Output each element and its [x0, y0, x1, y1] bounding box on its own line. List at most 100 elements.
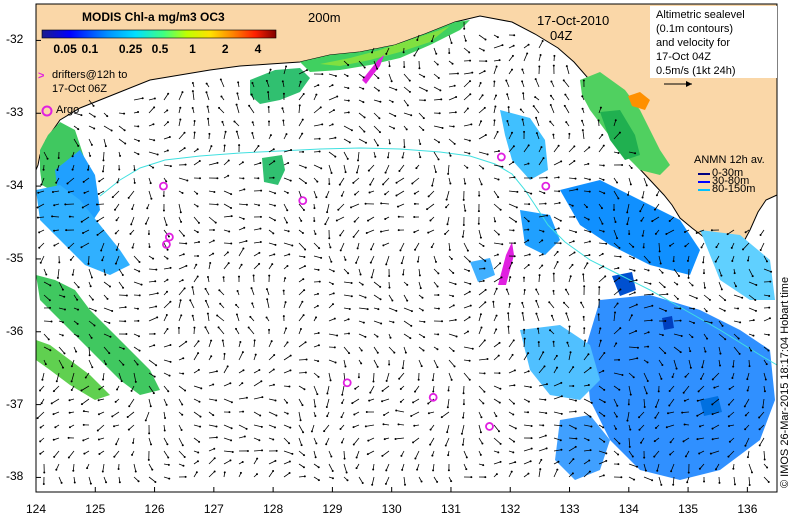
velocity-arrow	[205, 288, 210, 296]
velocity-arrow	[763, 268, 772, 273]
velocity-arrow-head	[347, 111, 350, 114]
velocity-arrow-head	[618, 131, 621, 134]
velocity-arrow-head	[63, 352, 66, 355]
velocity-arrow-head	[754, 309, 757, 312]
velocity-arrow-head	[481, 94, 484, 97]
velocity-arrow-head	[574, 177, 577, 180]
velocity-arrow-head	[191, 81, 194, 84]
velocity-arrow	[563, 80, 570, 88]
velocity-arrow	[373, 112, 380, 119]
velocity-arrow-head	[766, 466, 769, 469]
velocity-arrow-head	[638, 416, 641, 419]
velocity-arrow-head	[413, 54, 416, 57]
velocity-arrow-head	[250, 287, 253, 290]
velocity-arrow-head	[73, 481, 76, 484]
velocity-arrow	[373, 281, 381, 288]
velocity-arrow	[522, 93, 525, 101]
lon-tick-label: 129	[322, 502, 343, 516]
velocity-arrow-head	[744, 231, 747, 234]
velocity-arrow	[102, 164, 105, 172]
velocity-arrow	[508, 146, 515, 153]
velocity-arrow-head	[614, 119, 617, 122]
velocity-arrow	[81, 216, 90, 223]
velocity-arrow-head	[414, 390, 417, 393]
velocity-arrow-head	[267, 105, 270, 108]
velocity-arrow	[343, 151, 349, 160]
velocity-arrow-head	[191, 107, 194, 110]
velocity-arrow	[553, 261, 558, 270]
velocity-arrow-head	[371, 51, 374, 54]
velocity-arrow	[564, 105, 570, 114]
velocity-arrow-head	[419, 143, 422, 146]
velocity-arrow-head	[288, 460, 291, 463]
velocity-arrow	[103, 346, 110, 354]
velocity-arrow	[553, 216, 562, 222]
velocity-arrow-head	[91, 298, 94, 301]
velocity-arrow	[148, 476, 156, 483]
velocity-arrow-head	[167, 235, 170, 238]
velocity-arrow	[103, 151, 105, 161]
velocity-arrow-head	[191, 314, 194, 317]
velocity-arrow	[399, 164, 405, 172]
velocity-arrow	[388, 307, 397, 312]
velocity-arrow	[358, 125, 365, 132]
velocity-arrow	[118, 281, 124, 288]
velocity-arrow	[583, 241, 591, 244]
velocity-arrow-head	[672, 260, 675, 263]
velocity-arrow-head	[68, 215, 71, 218]
velocity-arrow-head	[101, 259, 104, 262]
velocity-arrow-head	[235, 303, 238, 306]
velocity-arrow-head	[759, 233, 762, 236]
velocity-arrow-head	[482, 464, 485, 467]
velocity-arrow	[56, 372, 60, 382]
velocity-arrow-head	[733, 483, 736, 486]
velocity-arrow-head	[542, 230, 545, 233]
velocity-arrow-head	[398, 377, 401, 380]
velocity-arrow	[583, 147, 590, 153]
velocity-arrow-head	[696, 399, 699, 402]
map-time: 04Z	[550, 28, 573, 43]
velocity-arrow-head	[541, 40, 544, 43]
velocity-arrow-head	[110, 129, 113, 132]
velocity-arrow-head	[80, 403, 83, 406]
velocity-arrow	[400, 242, 405, 251]
velocity-arrow	[268, 411, 277, 416]
velocity-arrow-head	[437, 141, 440, 144]
velocity-arrow	[193, 132, 196, 140]
velocity-arrow-head	[452, 304, 455, 307]
velocity-arrow	[350, 203, 360, 208]
velocity-arrow-head	[370, 248, 373, 251]
velocity-arrow	[208, 424, 217, 427]
velocity-arrow-head	[379, 298, 382, 301]
velocity-arrow-head	[138, 261, 141, 264]
velocity-arrow	[148, 359, 157, 366]
velocity-arrow	[385, 463, 390, 471]
credit-text: © IMOS 26-Mar-2015 18:17:04 Hobart time	[779, 276, 791, 488]
velocity-arrow-head	[221, 120, 224, 123]
velocity-arrow-head	[198, 400, 201, 403]
velocity-arrow-head	[197, 254, 200, 257]
velocity-arrow	[673, 333, 682, 337]
velocity-arrow-head	[617, 453, 620, 456]
velocity-arrow-head	[193, 326, 196, 329]
velocity-arrow-head	[272, 176, 275, 179]
velocity-arrow	[313, 123, 323, 127]
velocity-arrow-head	[317, 466, 320, 469]
velocity-arrow-head	[197, 451, 200, 454]
velocity-arrow-head	[580, 301, 583, 304]
velocity-arrow	[268, 216, 276, 221]
velocity-arrow	[313, 107, 322, 114]
altimetry-line-5: 0.5m/s (1kt 24h)	[656, 65, 736, 77]
velocity-arrow-head	[44, 363, 47, 366]
velocity-arrow-head	[664, 320, 667, 323]
velocity-arrow	[415, 450, 420, 459]
velocity-arrow	[463, 203, 466, 211]
velocity-arrow-head	[149, 405, 152, 408]
velocity-arrow-head	[645, 184, 648, 187]
velocity-arrow	[388, 294, 393, 301]
velocity-arrow-head	[253, 339, 256, 342]
velocity-arrow	[388, 346, 395, 353]
velocity-arrow	[298, 424, 304, 433]
velocity-arrow	[538, 469, 541, 478]
velocity-arrow	[493, 385, 501, 390]
